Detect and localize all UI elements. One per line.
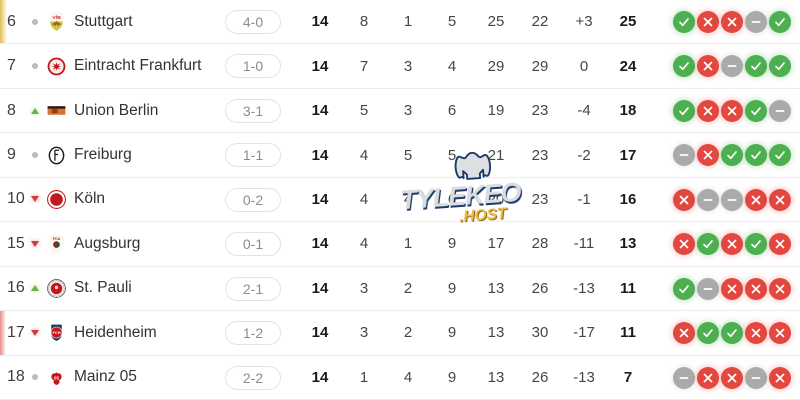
svg-text:05: 05 (54, 375, 59, 380)
svg-text:FCA: FCA (53, 237, 61, 241)
svg-text:VfB: VfB (52, 15, 61, 21)
svg-text:FCH: FCH (52, 330, 60, 335)
